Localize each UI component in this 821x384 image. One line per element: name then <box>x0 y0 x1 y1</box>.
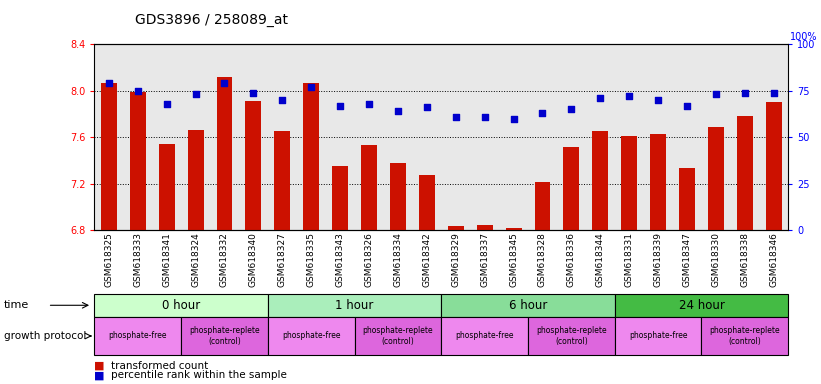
Point <box>767 89 780 96</box>
Text: 24 hour: 24 hour <box>678 299 724 312</box>
Bar <box>679 167 695 230</box>
Text: phosphate-replete
(control): phosphate-replete (control) <box>536 326 607 346</box>
Bar <box>506 228 521 230</box>
Bar <box>766 103 782 230</box>
Point <box>362 101 375 107</box>
Point <box>652 97 665 103</box>
Bar <box>650 134 666 230</box>
Text: time: time <box>4 300 30 310</box>
Bar <box>188 130 204 230</box>
Point <box>709 91 722 98</box>
Text: GDS3896 / 258089_at: GDS3896 / 258089_at <box>135 13 288 27</box>
Bar <box>274 131 291 230</box>
Bar <box>477 225 493 230</box>
Bar <box>737 116 753 230</box>
Point <box>622 93 635 99</box>
Text: phosphate-replete
(control): phosphate-replete (control) <box>363 326 433 346</box>
Point <box>247 89 260 96</box>
Text: 1 hour: 1 hour <box>336 299 374 312</box>
Bar <box>592 131 608 230</box>
Bar <box>534 182 550 230</box>
Point <box>420 104 433 111</box>
Text: phosphate-replete
(control): phosphate-replete (control) <box>189 326 259 346</box>
Text: ■: ■ <box>94 361 105 371</box>
Point <box>536 110 549 116</box>
Point <box>218 80 231 86</box>
Bar <box>333 166 348 230</box>
Text: 0 hour: 0 hour <box>162 299 200 312</box>
Text: percentile rank within the sample: percentile rank within the sample <box>111 370 287 380</box>
Text: phosphate-free: phosphate-free <box>629 331 687 341</box>
Bar <box>217 77 232 230</box>
Bar <box>447 226 464 230</box>
Bar <box>101 83 117 230</box>
Point <box>738 89 751 96</box>
Point <box>189 91 202 98</box>
Text: 100%: 100% <box>790 32 817 42</box>
Point <box>305 84 318 90</box>
Point <box>333 103 346 109</box>
Bar <box>303 83 319 230</box>
Text: phosphate-replete
(control): phosphate-replete (control) <box>709 326 780 346</box>
Point <box>681 103 694 109</box>
Point <box>131 88 144 94</box>
Bar <box>419 174 435 230</box>
Point <box>449 114 462 120</box>
Bar <box>130 92 145 230</box>
Bar <box>390 163 406 230</box>
Point <box>276 97 289 103</box>
Point <box>565 106 578 113</box>
Point <box>478 114 491 120</box>
Text: transformed count: transformed count <box>111 361 208 371</box>
Point <box>160 101 173 107</box>
Text: ■: ■ <box>94 370 105 380</box>
Bar <box>245 101 261 230</box>
Bar <box>621 136 637 230</box>
Text: phosphate-free: phosphate-free <box>282 331 341 341</box>
Bar <box>361 146 377 230</box>
Bar <box>563 147 580 230</box>
Point <box>103 80 116 86</box>
Point <box>594 95 607 101</box>
Point <box>507 116 521 122</box>
Text: growth protocol: growth protocol <box>4 331 86 341</box>
Point <box>392 108 405 114</box>
Bar <box>708 127 724 230</box>
Text: phosphate-free: phosphate-free <box>456 331 514 341</box>
Text: 6 hour: 6 hour <box>509 299 547 312</box>
Text: phosphate-free: phosphate-free <box>108 331 167 341</box>
Bar <box>158 144 175 230</box>
